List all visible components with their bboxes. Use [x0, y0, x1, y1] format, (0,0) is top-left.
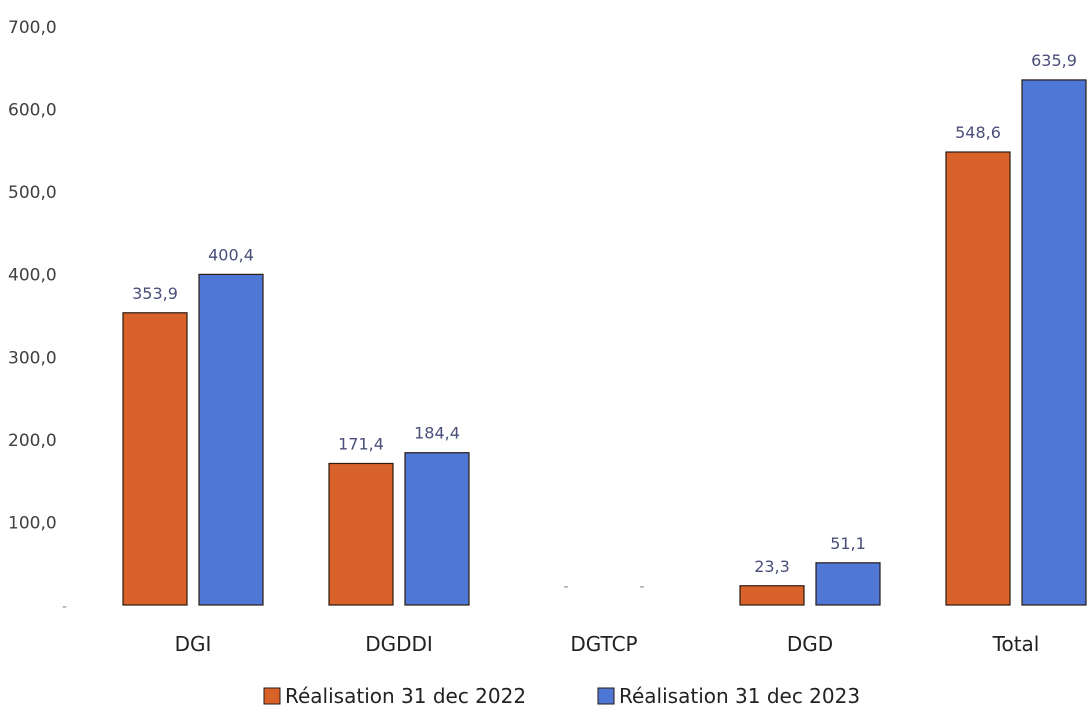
y-tick-label: 100,0 — [8, 513, 57, 533]
bar-total-series-2 — [1021, 79, 1087, 606]
data-label: 400,4 — [208, 245, 254, 264]
legend-swatch-series-1 — [263, 687, 281, 705]
bar-dgd-series-2 — [815, 562, 881, 606]
x-tick-label-dgd: DGD — [787, 632, 833, 656]
bar-dgi-series-2 — [198, 273, 264, 606]
data-label: 548,6 — [955, 123, 1001, 142]
y-tick-label: 400,0 — [8, 266, 57, 286]
data-label: 23,3 — [754, 557, 790, 576]
y-tick-label: 200,0 — [8, 431, 57, 451]
x-tick-label-dgtcp: DGTCP — [570, 632, 637, 656]
data-label: - — [563, 579, 568, 595]
y-axis: - 100,0 200,0 300,0 400,0 500,0 600,0 700,0 — [8, 18, 67, 615]
bar-dgddi-series-1 — [328, 462, 394, 606]
bar-total-series-1 — [945, 151, 1011, 606]
y-tick-label: 700,0 — [8, 18, 57, 38]
x-axis: DGI DGDDI DGTCP DGD Total — [175, 632, 1040, 656]
data-label: 51,1 — [830, 534, 866, 553]
data-label: 171,4 — [338, 434, 384, 453]
data-label: - — [639, 579, 644, 595]
legend-label-series-2: Réalisation 31 dec 2023 — [619, 684, 860, 708]
y-tick-label: 300,0 — [8, 348, 57, 368]
legend-label-series-1: Réalisation 31 dec 2022 — [285, 684, 526, 708]
bar-dgd-series-1 — [739, 585, 805, 606]
x-tick-label-dgi: DGI — [175, 632, 212, 656]
x-tick-label-dgddi: DGDDI — [365, 632, 433, 656]
y-tick-label: - — [62, 599, 67, 615]
legend-swatch-series-2 — [597, 687, 615, 705]
data-labels-group: 353,9 400,4 171,4 184,4 - - 23,3 51,1 548,6 635,9 — [132, 51, 1077, 595]
data-label: 635,9 — [1031, 51, 1077, 70]
legend: Réalisation 31 dec 2022 Réalisation 31 de… — [263, 684, 860, 708]
bars-group — [122, 79, 1087, 606]
y-tick-label: 500,0 — [8, 183, 57, 203]
data-label: 184,4 — [414, 424, 460, 443]
y-tick-label: 600,0 — [8, 101, 57, 121]
data-label: 353,9 — [132, 284, 178, 303]
x-tick-label-total: Total — [992, 632, 1040, 656]
bar-dgi-series-1 — [122, 312, 188, 606]
bar-dgddi-series-2 — [404, 452, 470, 606]
